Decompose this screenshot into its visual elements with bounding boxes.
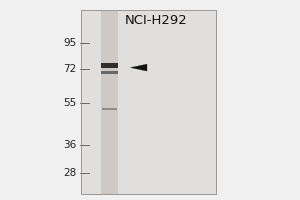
Text: 28: 28 (63, 168, 76, 178)
Text: NCI-H292: NCI-H292 (124, 14, 188, 27)
Text: 55: 55 (63, 98, 76, 108)
Text: 95: 95 (63, 38, 76, 48)
FancyBboxPatch shape (101, 63, 118, 68)
Text: 72: 72 (63, 64, 76, 74)
Text: 36: 36 (63, 140, 76, 150)
FancyBboxPatch shape (81, 10, 216, 194)
FancyBboxPatch shape (102, 108, 117, 110)
Polygon shape (130, 64, 147, 71)
FancyBboxPatch shape (101, 10, 118, 194)
FancyBboxPatch shape (101, 71, 118, 74)
